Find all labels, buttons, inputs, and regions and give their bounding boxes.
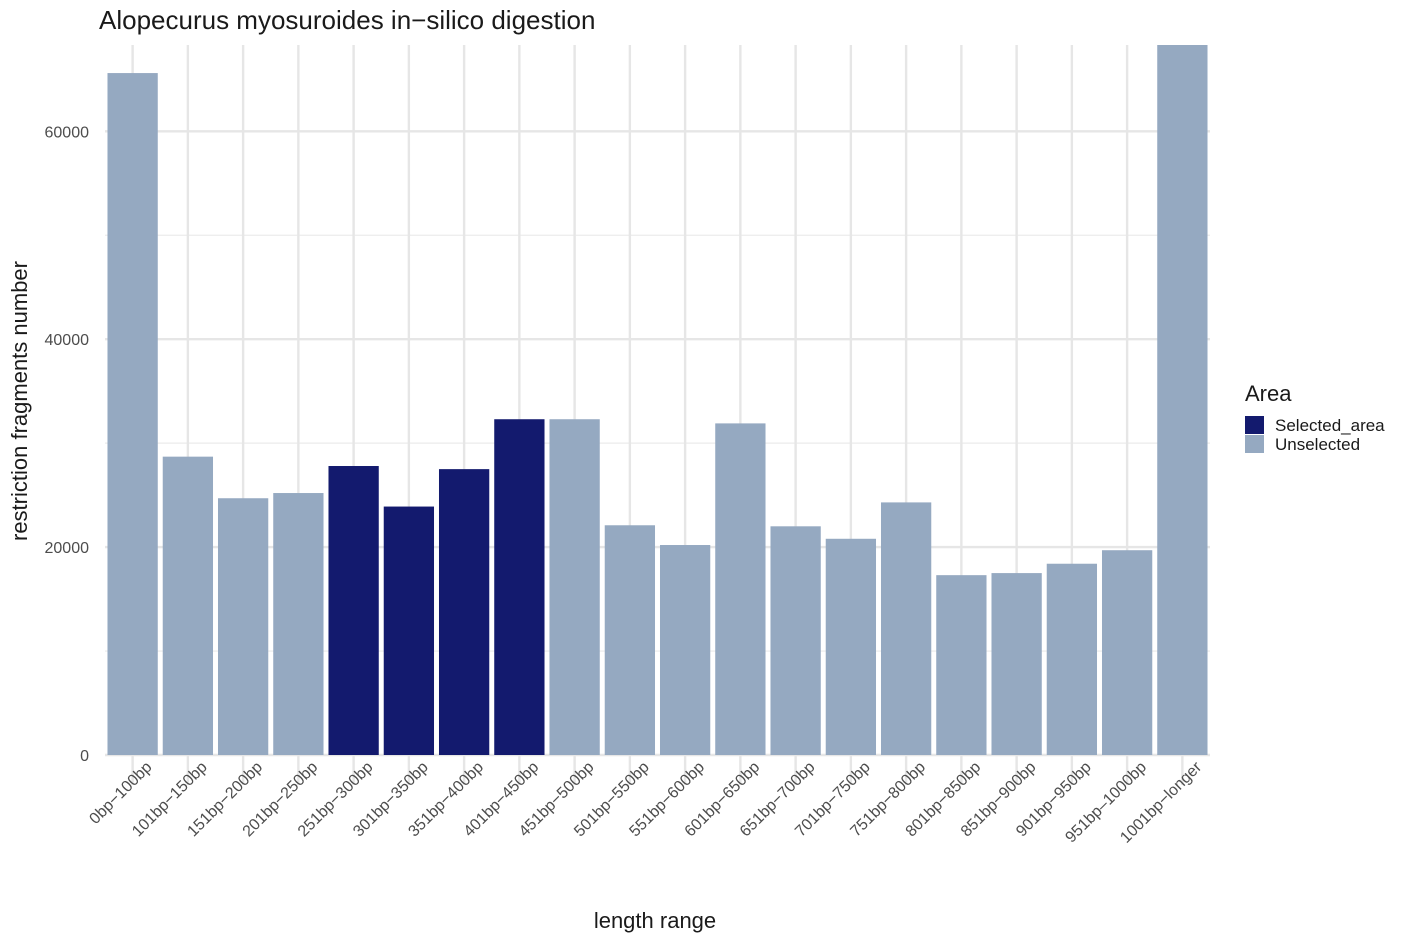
legend-label-unselected: Unselected (1275, 435, 1360, 454)
legend: Area Selected_area Unselected (1245, 381, 1385, 454)
bar-2 (217, 498, 269, 755)
y-axis-title: restriction fragments number (7, 261, 32, 541)
y-tick-label: 40000 (45, 332, 90, 349)
bar-3 (273, 493, 324, 755)
x-axis-ticks: 0bp−100bp101bp−150bp151bp−200bp201bp−250… (86, 758, 1205, 846)
grid-lines (105, 45, 1210, 785)
bar-13 (825, 538, 877, 755)
y-tick-label: 20000 (45, 540, 90, 557)
bar-16 (991, 573, 1042, 755)
legend-title: Area (1245, 381, 1292, 406)
bar-17 (1046, 563, 1098, 755)
legend-swatch-selected (1245, 416, 1264, 434)
bar-10 (659, 545, 711, 755)
bar-7 (494, 419, 545, 755)
bar-15 (936, 575, 987, 755)
bar-4 (328, 466, 379, 755)
bar-18 (1101, 550, 1153, 755)
bar-14 (880, 502, 932, 755)
bars (107, 45, 1208, 755)
legend-label-selected: Selected_area (1275, 416, 1385, 435)
x-axis-title: length range (594, 908, 716, 933)
bar-1 (162, 456, 214, 755)
chart-title: Alopecurus myosuroides in−silico digesti… (99, 5, 595, 35)
bar-12 (770, 526, 821, 755)
bar-19 (1157, 45, 1208, 755)
bar-8 (549, 419, 600, 755)
y-tick-label: 0 (80, 748, 89, 765)
bar-11 (715, 423, 766, 755)
legend-swatch-unselected (1245, 435, 1264, 453)
bar-5 (383, 506, 435, 755)
y-tick-label: 60000 (45, 124, 90, 141)
y-axis-ticks: 0 20000 40000 60000 (45, 124, 90, 765)
bar-0 (107, 73, 158, 755)
bar-6 (438, 469, 490, 755)
bar-9 (604, 525, 656, 755)
